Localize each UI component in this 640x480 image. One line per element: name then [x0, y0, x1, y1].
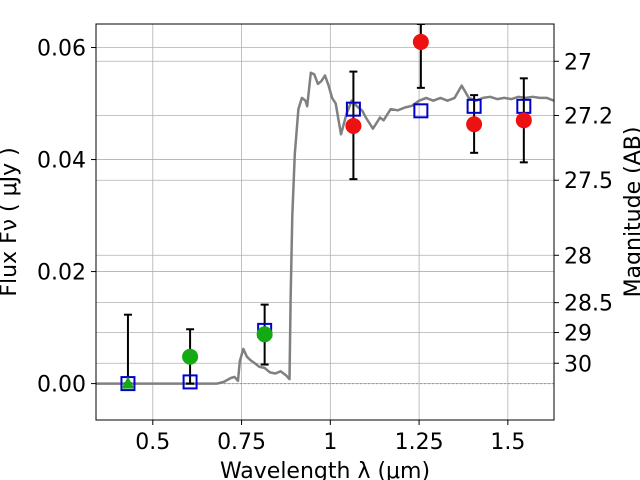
y-axis-left: 0.00 0.02 0.04 0.06 [37, 37, 96, 398]
red-data-point [466, 116, 483, 133]
y-axis-right-label: Magnitude (AB) [621, 127, 640, 298]
right-tick-label: 30 [564, 352, 592, 377]
x-tick-label: 0.75 [217, 430, 266, 455]
red-data-point [515, 112, 532, 129]
right-tick-label: 27 [564, 50, 592, 75]
right-tick-label: 28.5 [564, 292, 613, 317]
model-point-square [345, 101, 361, 117]
y-axis-right: 27 27.2 27.5 28 28.5 29 30 [554, 50, 613, 377]
x-tick-label: 1 [323, 430, 337, 455]
x-tick-label: 1.5 [490, 430, 525, 455]
green-data-point [182, 348, 199, 365]
y-tick-label: 0.02 [37, 261, 86, 286]
right-tick-label: 27.2 [564, 105, 613, 130]
right-tick-label: 28 [564, 244, 592, 269]
green-data-point [256, 326, 273, 343]
template-spectrum-line [96, 71, 554, 385]
red-data-point [345, 117, 362, 134]
y-tick-label: 0.06 [37, 37, 86, 62]
x-axis: 0.5 0.75 1 1.25 1.5 [135, 420, 525, 455]
plot-frame [95, 23, 555, 421]
x-axis-label: Wavelength λ (μm) [220, 459, 430, 480]
right-tick-label: 27.5 [564, 169, 613, 194]
x-tick-label: 0.5 [135, 430, 170, 455]
plot-area [96, 24, 554, 392]
right-tick-label: 29 [564, 322, 592, 347]
y-axis-label: Flux Fν ( μJy ) [0, 147, 22, 296]
upper-limit-triangle [121, 376, 135, 389]
grid-lines [96, 24, 554, 420]
model-point-square [182, 374, 198, 390]
y-tick-label: 0.04 [37, 149, 86, 174]
model-point-square [466, 98, 482, 114]
x-tick-label: 1.25 [395, 430, 444, 455]
y-tick-label: 0.00 [37, 373, 86, 398]
red-data-point [412, 33, 429, 50]
model-point-square [413, 103, 429, 119]
